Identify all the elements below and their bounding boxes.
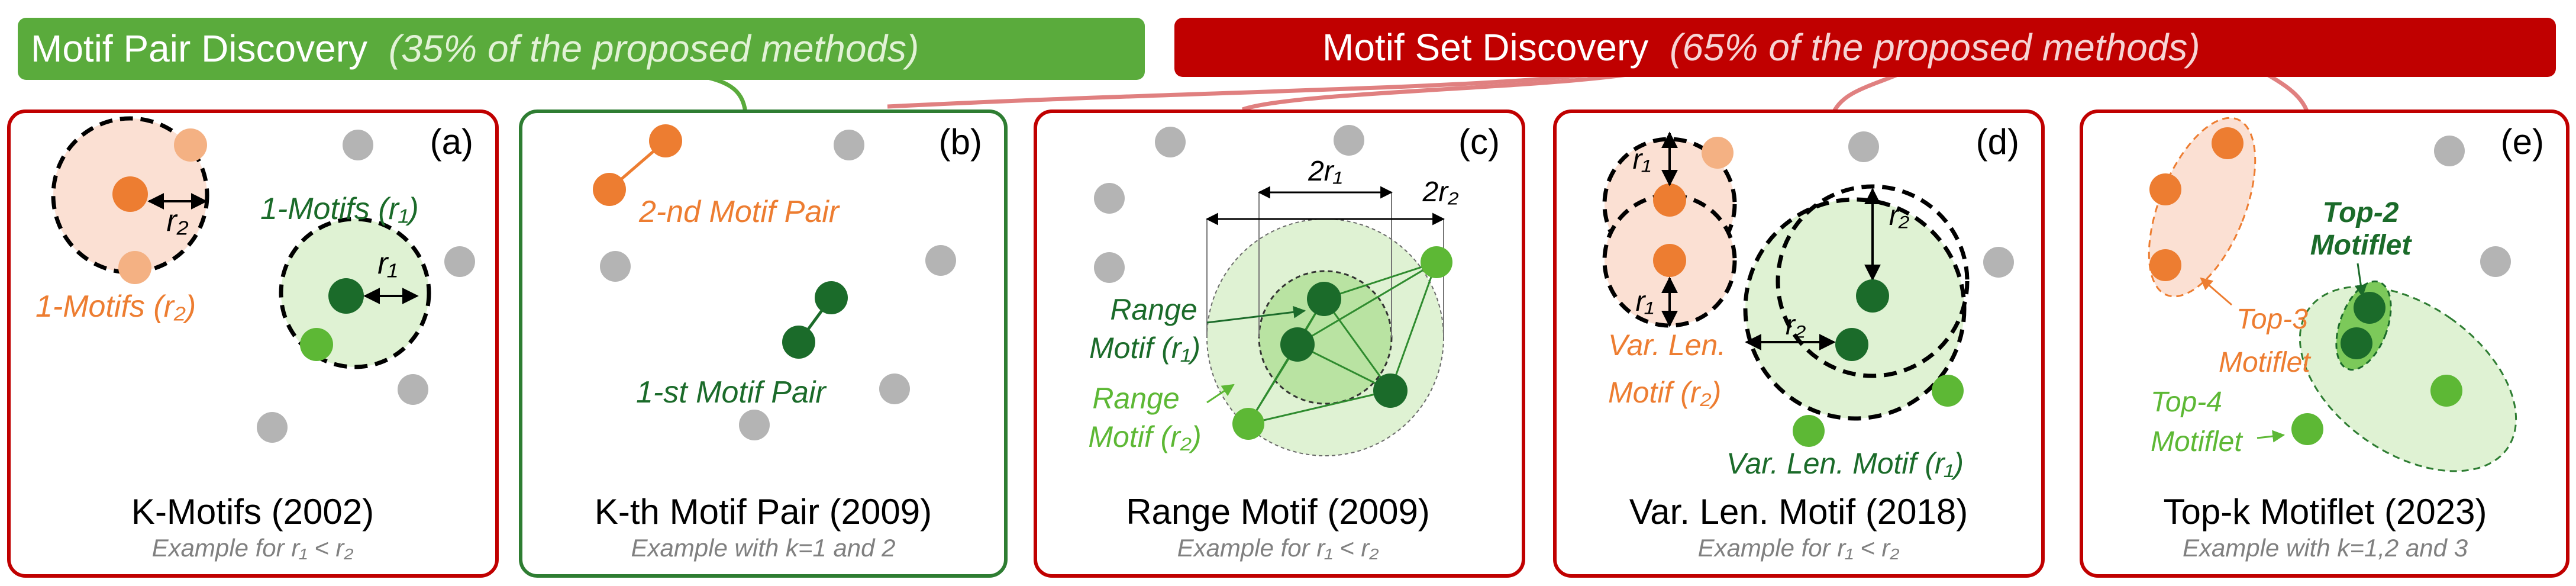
panel-c-subtitle: Example for r₁ < r₂ [1177,534,1379,562]
dark-green-point [1373,374,1408,408]
panel-range-motif: (c) 2r₁ 2r₂ [1034,110,1525,578]
banner-set-title: Motif Set Discovery [1322,26,1648,69]
light-orange-point [118,251,151,284]
banner-pair-background [18,18,1145,80]
svg-text:Motif Pair Discovery (35: Motif Pair Discovery (35% of the propose… [31,27,919,70]
svg-text:Motif Set Discovery (65%: Motif Set Discovery (65% of the proposed… [1322,26,2200,69]
panel-e-letter: (e) [2501,122,2544,162]
orange-point [2212,127,2243,159]
panel-c-letter: (c) [1458,122,1500,162]
range-r2-pointer [1206,384,1235,404]
one-motifs-r2-label: 1-Motifs (r₂) [35,289,196,324]
r1-label: r₁ [377,246,398,281]
dark-green-point [782,326,815,359]
banner-set-note: (65% of the proposed methods) [1670,26,2200,69]
panel-d-letter: (d) [1976,122,2019,162]
top3-pointer [2200,277,2232,306]
range-motif-r1-line1: Range [1110,293,1197,326]
grey-points [2434,136,2511,277]
r2-label-vertical: r₂ [1889,200,1909,231]
orange-point [1653,244,1686,277]
r2-label: r₂ [166,204,188,238]
orange-point [2149,173,2181,205]
light-orange-point [1702,137,1734,169]
light-green-point [1232,408,1264,440]
var-len-r1-label: Var. Len. Motif (r₁) [1726,447,1964,480]
panel-var-len-motif: (d) r₁ r₁ r₂ r₂ Var. Len. Motif (r₂) Var… [1553,110,2045,578]
panel-b-frame [519,110,1008,578]
panel-c-title: Range Motif (2009) [1126,492,1430,532]
light-green-point [1421,246,1452,278]
var-len-r2-line1: Var. Len. [1608,329,1726,362]
var-len-r2-line2: Motif (r₂) [1608,376,1721,409]
second-motif-pair-label: 2-nd Motif Pair [638,195,841,229]
panel-a-title: K-Motifs (2002) [131,492,374,532]
panel-top-k-motiflet: (e) Top-2 Motiflet Top-3 Motiflet Top-4 … [2080,110,2569,578]
range-motif-r2-line1: Range [1092,382,1179,415]
range-motif-r1-line2: Motif (r₁) [1089,331,1200,365]
top3-line1: Top-3 [2236,304,2308,335]
dark-green-point [1280,327,1315,362]
banner-set-background [1174,18,2556,77]
dark-green-point [1835,328,1868,361]
orange-point [649,124,682,157]
panel-d-title: Var. Len. Motif (2018) [1629,492,1968,532]
panel-e-title: Top-k Motiflet (2023) [2164,492,2487,532]
orange-center-point [112,176,148,212]
grey-points [1094,125,1364,283]
var-len-r2-circle-inner [1776,184,1970,378]
panel-b-letter: (b) [939,122,982,162]
grey-points [257,130,475,443]
panel-d-subtitle: Example for r₁ < r₂ [1698,534,1900,562]
orange-point [2149,249,2181,281]
light-green-point [1932,375,1964,407]
banner-motif-pair: Motif Pair Discovery (35% of the propose… [18,18,1145,80]
panel-a-subtitle: Example for r₁ < r₂ [152,534,354,562]
light-green-point [2291,413,2323,445]
panel-b-subtitle: Example with k=1 and 2 [631,534,895,562]
top2-line2: Motiflet [2310,230,2413,261]
banner-pair-note: (35% of the proposed methods) [389,27,919,70]
range-r1-pointer [1206,305,1306,324]
grey-points [600,130,956,440]
top4-line1: Top-4 [2151,387,2222,418]
light-green-point [2430,375,2462,407]
orange-point [1653,183,1686,217]
panel-a-letter: (a) [430,122,473,162]
two-r1-label: 2r₁ [1308,156,1342,187]
two-r2-label: 2r₂ [1422,176,1459,208]
orange-point [593,173,626,206]
top2-line1: Top-2 [2323,197,2399,228]
range-motif-r2-line2: Motif (r₂) [1088,420,1201,453]
r1-label-lower: r₁ [1635,286,1654,317]
banner-motif-set: Motif Set Discovery (65% of the proposed… [1174,18,2556,77]
banner-pair-title: Motif Pair Discovery [31,27,367,70]
panel-e-subtitle: Example with k=1,2 and 3 [2183,534,2468,562]
light-green-point [300,328,333,361]
r1-label-upper: r₁ [1632,144,1651,175]
top4-pointer [2257,430,2286,443]
r2-label-horizontal: r₂ [1786,310,1806,341]
top4-line2: Motiflet [2151,426,2243,458]
panel-kth-motif-pair: (b) 2-nd Motif Pair 1-st Motif Pair K-th… [519,110,1008,578]
dark-green-point [2354,292,2385,324]
panel-k-motifs: (a) r₂ r₁ 1-Motifs (r₁) 1-Motifs (r₂) K-… [7,110,499,578]
dark-green-point [1856,279,1889,313]
dark-green-point [2341,327,2372,359]
one-motifs-r1-label: 1-Motifs (r₁) [260,192,419,226]
dark-green-point [1307,282,1341,316]
top3-line2: Motiflet [2219,347,2311,378]
top3-motiflet-ellipse [2148,117,2257,298]
dark-green-center-point [328,278,364,314]
light-green-point [1793,415,1825,447]
top2-pointer [2354,263,2367,298]
var-len-r2-circle-outer [1743,197,1967,421]
light-orange-point [174,128,207,162]
dark-green-point [815,281,848,314]
panel-b-title: K-th Motif Pair (2009) [595,492,932,532]
grey-points [1848,131,2014,278]
first-motif-pair-label: 1-st Motif Pair [636,375,827,410]
